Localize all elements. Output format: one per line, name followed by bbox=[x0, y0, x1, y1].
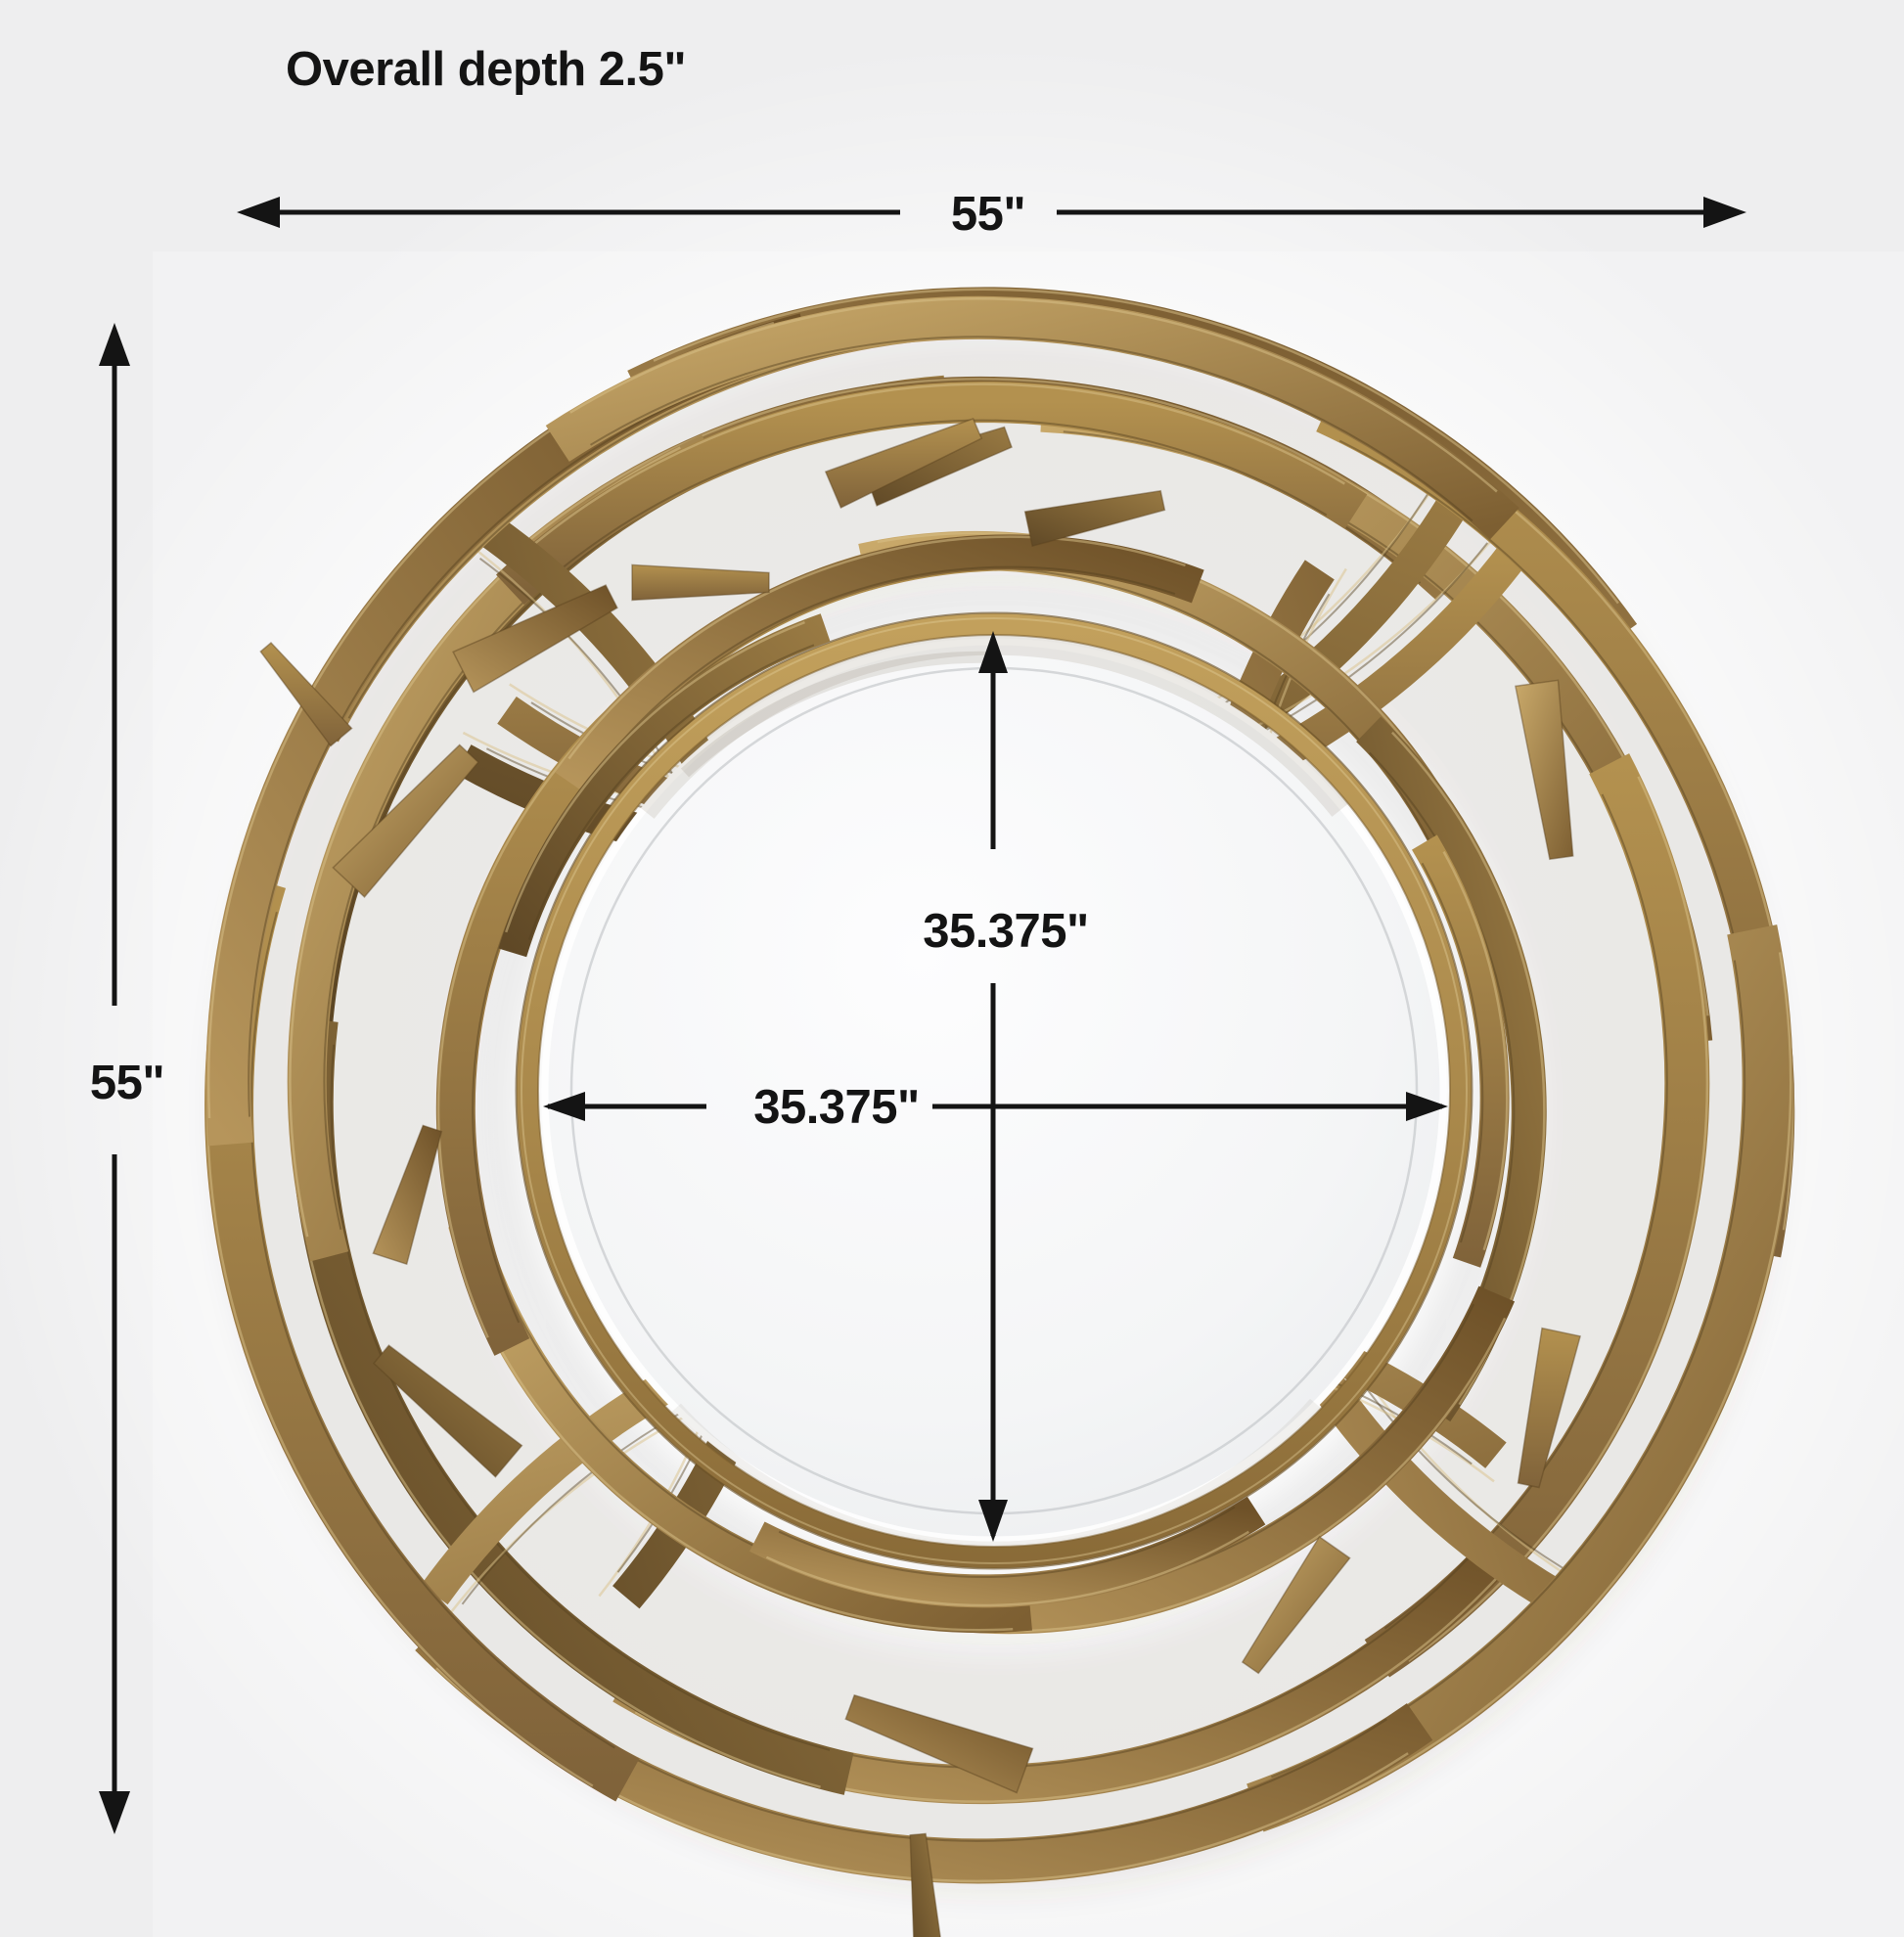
arrow-down-icon bbox=[99, 1791, 130, 1834]
frame-strip-highlight bbox=[1442, 850, 1509, 1251]
gold-ring-outer-edge bbox=[515, 611, 1473, 1570]
frame-strip-highlight bbox=[653, 288, 1619, 605]
arrow-right-icon bbox=[1703, 197, 1746, 228]
glass-reflection-arc bbox=[680, 651, 995, 778]
frame-strip-shadow-edge bbox=[248, 360, 786, 1117]
frame-strip-fragment bbox=[372, 1344, 523, 1478]
mirror-frame-sculpture-overlap bbox=[498, 613, 1510, 1608]
arrow-right-icon bbox=[1406, 1092, 1448, 1121]
frame-strip-fragment bbox=[452, 584, 618, 694]
frame-strip-fragment bbox=[372, 1124, 443, 1266]
frame-strip-fragment bbox=[1023, 489, 1166, 548]
mirror-height-dimension: 35.375" bbox=[923, 631, 1089, 1542]
overall-width-label: 55" bbox=[951, 188, 1025, 241]
arrow-left-icon bbox=[543, 1092, 585, 1121]
frame-strip-highlight bbox=[505, 620, 805, 933]
frame-strip-highlight bbox=[567, 535, 1186, 760]
gold-ring bbox=[517, 613, 1472, 1568]
overall-width-dimension: 55" bbox=[237, 188, 1746, 241]
frame-strip-shadow-edge bbox=[591, 565, 1176, 779]
arrow-left-icon bbox=[237, 197, 280, 228]
frame-strip-shadow-edge bbox=[539, 419, 1328, 588]
frame-strip-fragment bbox=[1517, 1327, 1582, 1489]
frame-strip-fragment bbox=[844, 1693, 1034, 1794]
depth-label: Overall depth 2.5" bbox=[286, 43, 686, 96]
frame-strip bbox=[496, 382, 1368, 606]
frame-strip-fragment bbox=[909, 1832, 941, 1937]
arrow-up-icon bbox=[99, 323, 130, 366]
overall-height-label: 55" bbox=[90, 1057, 164, 1109]
frame-strip-highlight bbox=[1288, 952, 1792, 1822]
frame-strip-shadow-edge bbox=[330, 1044, 831, 1751]
frame-strip-shadow-edge bbox=[249, 911, 615, 1749]
mirror-width-dimension: 35.375" bbox=[543, 1081, 1448, 1134]
frame-strip-fragment bbox=[259, 641, 353, 747]
frame-strip-fragment bbox=[631, 563, 770, 602]
frame-strip-fragment bbox=[1241, 1535, 1351, 1675]
frame-strip bbox=[555, 534, 1204, 793]
frame-strip-shadow-edge bbox=[589, 336, 1473, 522]
arrow-up-icon bbox=[978, 631, 1008, 673]
frame-strip-highlight bbox=[569, 297, 1498, 493]
frame-strip-fragment bbox=[824, 418, 983, 510]
frame-strip-highlight bbox=[515, 383, 1345, 562]
frame-strip-highlight bbox=[436, 676, 649, 1338]
frame-strip bbox=[498, 613, 831, 958]
frame-strip-shadow-edge bbox=[778, 1506, 1236, 1578]
mirror-ring bbox=[515, 611, 1473, 1570]
frame-strip-highlight bbox=[765, 1530, 1249, 1607]
frame-strip-highlight bbox=[529, 378, 1447, 554]
mirror-width-label: 35.375" bbox=[753, 1081, 920, 1134]
gold-ring-highlight bbox=[521, 617, 1468, 1564]
frame-strip-fragment bbox=[332, 743, 479, 898]
frame-strip bbox=[1412, 834, 1510, 1268]
frame-strip bbox=[749, 1496, 1266, 1608]
frame-strip-shadow-edge bbox=[527, 644, 815, 940]
frame-strip-fragment bbox=[1515, 679, 1574, 861]
frame-strip-shadow-edge bbox=[1421, 862, 1484, 1243]
arrow-down-icon bbox=[978, 1500, 1008, 1542]
mirror-height-label: 35.375" bbox=[923, 905, 1089, 958]
overall-height-dimension: 55" bbox=[90, 323, 165, 1834]
frame-strip bbox=[545, 295, 1519, 540]
